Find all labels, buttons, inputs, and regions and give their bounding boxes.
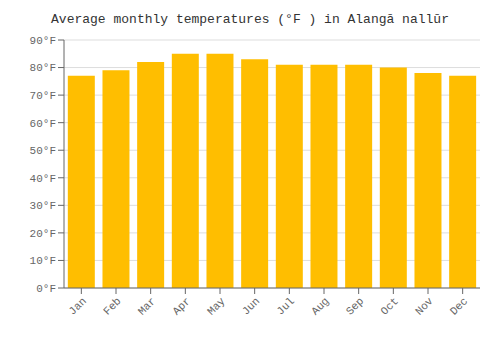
svg-text:80°F: 80°F bbox=[30, 62, 56, 74]
svg-text:90°F: 90°F bbox=[30, 35, 56, 47]
svg-text:Jun: Jun bbox=[240, 295, 262, 317]
svg-text:Oct: Oct bbox=[378, 295, 400, 317]
svg-text:Nov: Nov bbox=[413, 295, 436, 318]
svg-text:10°F: 10°F bbox=[30, 255, 56, 267]
svg-text:Sep: Sep bbox=[344, 295, 366, 317]
svg-text:Jan: Jan bbox=[66, 295, 88, 317]
svg-text:70°F: 70°F bbox=[30, 90, 56, 102]
svg-text:60°F: 60°F bbox=[30, 118, 56, 130]
svg-text:Jul: Jul bbox=[274, 295, 296, 317]
svg-text:0°F: 0°F bbox=[36, 283, 56, 295]
svg-text:Apr: Apr bbox=[170, 295, 192, 317]
svg-text:May: May bbox=[205, 295, 228, 318]
svg-text:50°F: 50°F bbox=[30, 145, 56, 157]
svg-text:20°F: 20°F bbox=[30, 228, 56, 240]
html-text:Average monthly temperatures (: Average monthly temperatures (°F ) in Al… bbox=[51, 12, 449, 27]
svg-text:Aug: Aug bbox=[309, 295, 331, 317]
svg-text:40°F: 40°F bbox=[30, 173, 56, 185]
svg-text:30°F: 30°F bbox=[30, 200, 56, 212]
svg-text:Dec: Dec bbox=[448, 295, 470, 317]
svg-text:Mar: Mar bbox=[136, 295, 158, 317]
svg-text:Feb: Feb bbox=[101, 295, 123, 317]
